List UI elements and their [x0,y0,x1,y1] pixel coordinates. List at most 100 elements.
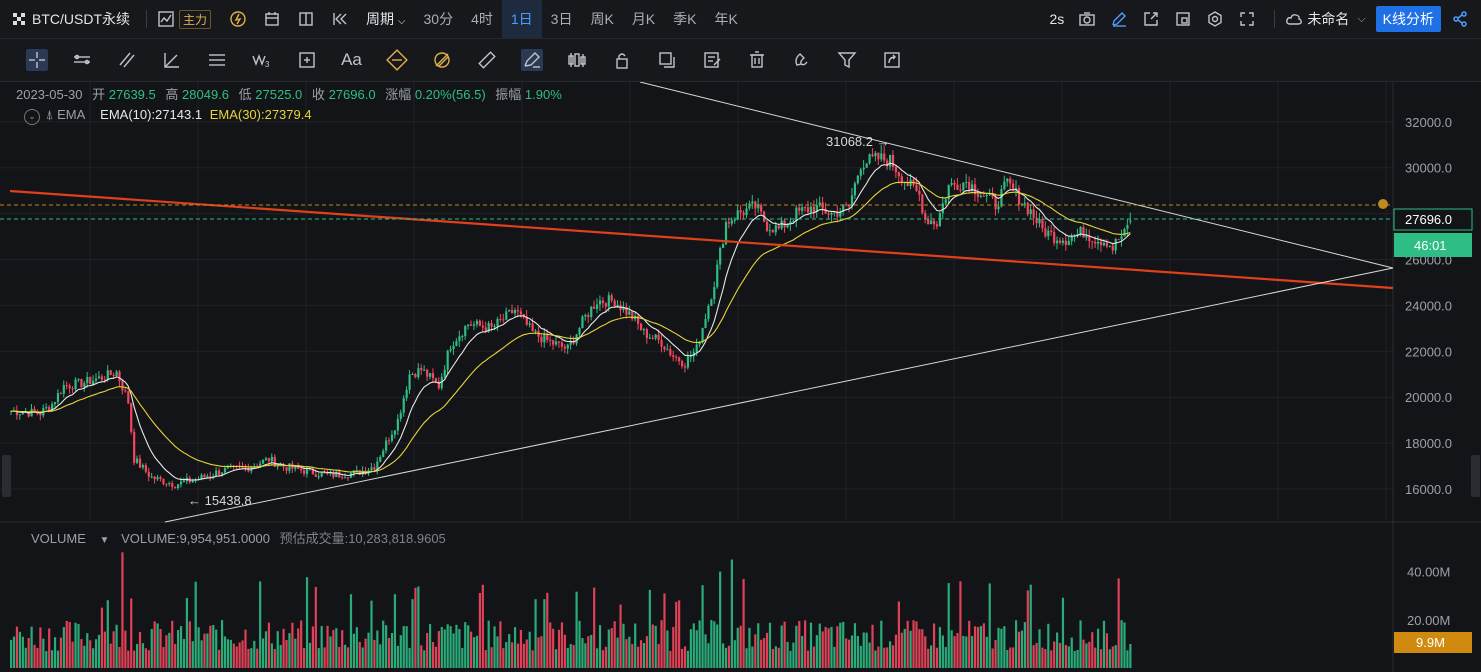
refresh-interval[interactable]: 2s [1049,11,1065,27]
candle [294,465,297,469]
volume-bar [1126,650,1129,668]
chevron-down-icon[interactable]: ▼ [99,535,110,546]
candle [270,456,273,462]
candle [651,337,654,339]
tool-gann[interactable] [419,39,464,81]
candle [768,230,772,232]
timeframe-30m[interactable]: 30分 [423,11,454,27]
layout-icon[interactable] [297,10,315,28]
camera-icon[interactable] [1078,10,1096,28]
tool-magnet[interactable] [779,39,824,81]
tool-box[interactable] [284,39,329,81]
low-label: 低 [238,87,252,102]
candle [771,230,774,233]
share-icon[interactable] [1451,10,1469,28]
tool-lock[interactable] [599,39,644,81]
right-panel-handle[interactable] [1471,455,1480,497]
candle [1117,239,1120,241]
left-panel-handle[interactable] [2,455,11,497]
candle [472,324,476,326]
tool-wave[interactable]: 3 [239,39,284,81]
calendar-icon[interactable] [263,10,281,28]
expand-icon[interactable] [1238,10,1256,28]
tool-trendline[interactable] [59,39,104,81]
timeframe-quarter[interactable]: 季K [673,11,697,27]
tool-filter[interactable] [824,39,869,81]
chevron-down-icon[interactable]: ⌵ [1357,12,1366,25]
change-label: 涨幅 [385,87,412,102]
bell-icon[interactable]: ⍋ [45,107,54,122]
layout-name[interactable]: 未命名 [1307,11,1350,27]
volume-bar [897,601,900,668]
timeframe-1d[interactable]: 1日 [501,0,542,38]
tool-text[interactable]: Aa [329,39,374,81]
settings-icon[interactable] [1206,10,1224,28]
volume-bar [264,631,268,668]
candle [65,385,68,387]
tool-note[interactable] [689,39,734,81]
volume-bar [637,646,640,668]
volume-bar [891,645,895,668]
tool-brush[interactable] [509,39,554,81]
volume-bar [839,622,842,668]
candle [824,208,827,214]
timeframe-week[interactable]: 周K [590,11,614,27]
tool-horizontal-lines[interactable] [194,39,239,81]
candle [1082,227,1085,238]
cloud-icon[interactable] [1285,10,1303,28]
tool-copy[interactable] [644,39,689,81]
volume-bar [534,599,537,668]
candle [801,207,804,211]
timeframe-month[interactable]: 月K [631,11,656,27]
ema-name[interactable]: EMA [57,107,85,122]
candle [897,172,900,177]
candle [610,295,613,301]
volume-bar [341,630,344,668]
kline-analysis-button[interactable]: K线分析 [1375,6,1441,32]
candle [305,468,309,474]
tool-candle-pattern[interactable] [554,39,599,81]
tool-sync[interactable] [869,39,914,81]
timeframe-3d[interactable]: 3日 [550,11,573,27]
period-dropdown[interactable]: 周期 ⌵ [357,0,414,38]
collapse-icon[interactable]: ⌄ [24,109,40,125]
tool-ruler[interactable] [464,39,509,81]
candle [1014,188,1018,190]
volume-bar [370,600,373,668]
tool-angle[interactable] [149,39,194,81]
popout-icon[interactable] [1142,10,1160,28]
volume-bar [625,639,628,668]
volume-bar [405,626,408,668]
timeframe-year[interactable]: 年K [714,11,738,27]
volume-name[interactable]: VOLUME [31,531,86,546]
lightning-icon[interactable] [229,10,247,28]
candle [704,319,707,328]
fullscreen-window-icon[interactable] [1174,10,1192,28]
change-value: 0.20%(56.5) [414,87,486,102]
volume-bar [707,643,710,668]
ruler-icon [476,49,498,71]
candle [935,224,939,227]
tool-parallel[interactable] [104,39,149,81]
volume-bar [804,620,807,668]
volume-bar [748,627,751,668]
tool-fib[interactable] [374,39,419,81]
candle [988,193,991,196]
volume-axis-label: 40.00M [1407,565,1450,580]
main-force-badge[interactable]: 主力 [179,9,212,29]
candle [798,207,801,211]
lock-icon [611,49,633,71]
candle [121,381,124,391]
tool-crosshair[interactable] [14,39,59,81]
tool-trash[interactable] [734,39,779,81]
symbol-name[interactable]: BTC/USDT永续 [32,11,130,27]
volume-bar [554,649,558,668]
pen-icon[interactable] [1110,10,1128,28]
indicator-icon[interactable] [157,10,175,28]
timeframe-4h[interactable]: 4时 [471,11,493,27]
candlestick-chart[interactable]: 31068.2 →← 15438.832000.030000.028000.02… [0,82,1481,672]
crosshair-icon [25,49,48,71]
volume-bar [115,624,118,668]
candle [487,323,490,332]
replay-icon[interactable] [331,10,349,28]
